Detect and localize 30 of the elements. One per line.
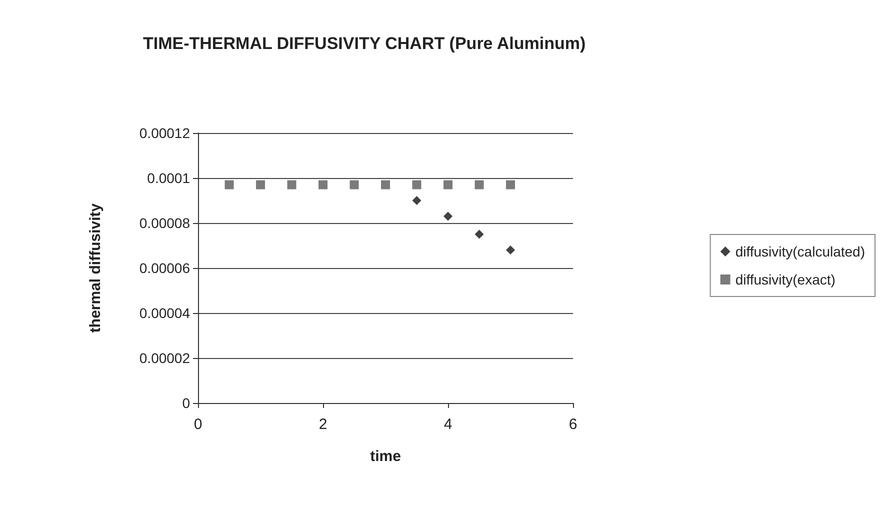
y-axis-title: thermal diffusivity xyxy=(87,202,104,333)
point xyxy=(474,230,484,239)
x-tick-label: 6 xyxy=(568,416,578,433)
y-tick-label: 0.00006 xyxy=(139,260,190,276)
point xyxy=(350,180,359,190)
y-tick-label: 0.00004 xyxy=(139,305,190,321)
point xyxy=(444,212,452,221)
point xyxy=(287,180,296,190)
y-tick-label: 0.0001 xyxy=(147,170,190,186)
x-tick-label: 4 xyxy=(444,416,452,433)
y-tick-label: 0.00012 xyxy=(139,125,190,141)
y-tick-label: 0.00008 xyxy=(139,215,190,231)
point xyxy=(256,180,265,190)
x-axis-title: time xyxy=(370,448,401,465)
y-tick-label: 0.00002 xyxy=(139,350,190,366)
y-tick-label: 0 xyxy=(182,395,190,411)
point xyxy=(506,246,515,254)
legend-label: diffusivity(calculated) xyxy=(735,244,866,260)
x-tick-label: 2 xyxy=(318,416,328,433)
point xyxy=(318,180,328,190)
point xyxy=(412,180,422,190)
x-tick-label: 0 xyxy=(194,416,202,433)
legend-label: diffusivity(exact) xyxy=(735,272,836,288)
point xyxy=(412,196,422,205)
point xyxy=(444,180,452,190)
point xyxy=(224,180,234,190)
chart-title: TIME-THERMAL DIFFUSIVITY CHART (Pure Aluminum) xyxy=(143,34,586,53)
point xyxy=(474,180,484,190)
point xyxy=(381,180,390,190)
point xyxy=(506,180,515,190)
